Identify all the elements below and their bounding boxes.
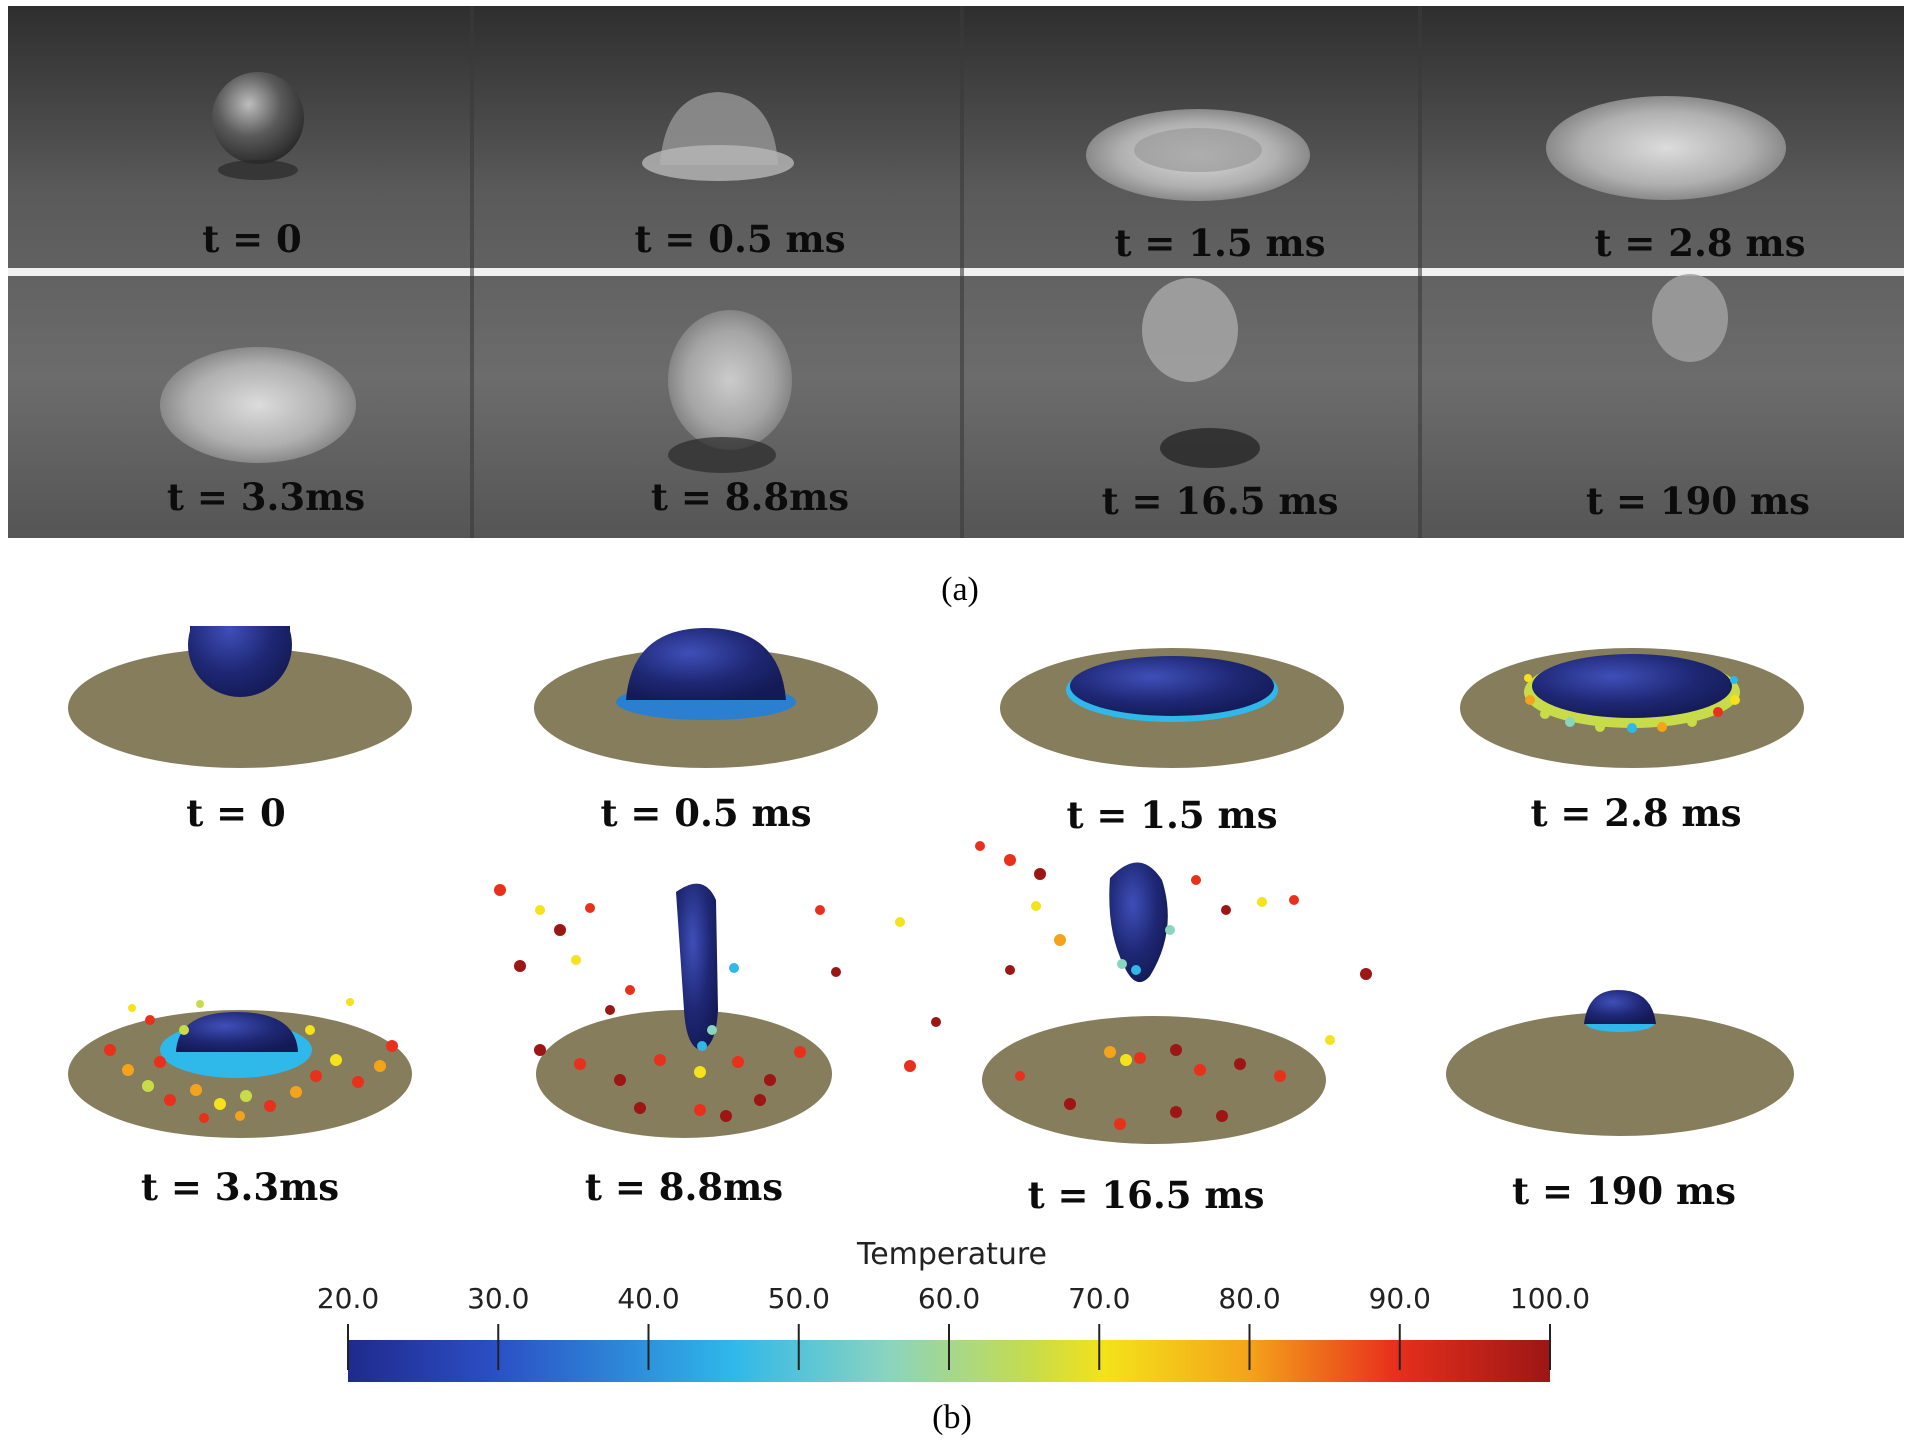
photo-label: t = 0 <box>202 217 302 261</box>
sim-frame-7 <box>975 841 1372 1144</box>
sim-frame-8 <box>1446 990 1794 1136</box>
photo-row-divider <box>8 268 1904 276</box>
colorbar-tick-label: 70.0 <box>1068 1282 1130 1315</box>
photo-frame-3 <box>1086 109 1310 201</box>
colorbar-tick-label: 80.0 <box>1218 1282 1280 1315</box>
sim-droplet <box>1532 654 1732 718</box>
plate <box>1446 1012 1794 1136</box>
sim-label: t = 2.8 ms <box>1530 791 1741 835</box>
real-droplet <box>1652 274 1728 362</box>
sim-droplet <box>676 883 718 1050</box>
plate <box>982 1016 1326 1144</box>
real-droplet <box>1142 278 1238 382</box>
photo-frame-5 <box>160 347 356 463</box>
sim-particles <box>104 998 398 1123</box>
real-droplet <box>212 72 304 164</box>
panel-a: t = 0 t = 0.5 ms t = 1.5 ms t = 2.8 ms t… <box>8 6 1904 538</box>
real-splash <box>668 310 792 450</box>
sim-particles <box>975 841 1372 1130</box>
sim-droplet <box>1070 656 1274 716</box>
colorbar-tick-label: 40.0 <box>617 1282 679 1315</box>
colorbar-tick-label: 20.0 <box>317 1282 379 1315</box>
sim-frame-3 <box>1000 648 1344 768</box>
photo-frame-1 <box>212 72 304 180</box>
colorbar-tick-label: 100.0 <box>1510 1282 1590 1315</box>
sim-particles <box>494 884 941 1122</box>
plate <box>68 648 412 768</box>
panel-a-caption: (a) <box>941 571 979 608</box>
panel-b: t = 0 t = 0.5 ms t = 1.5 ms t = 2.8 ms t… <box>68 560 1804 1217</box>
photo-frame-4 <box>1546 96 1786 200</box>
photo-label: t = 8.8ms <box>651 475 849 519</box>
sim-frame-6 <box>494 883 941 1138</box>
colorbar-tick-label: 60.0 <box>918 1282 980 1315</box>
sim-droplet <box>176 1012 298 1052</box>
sim-particles <box>1524 674 1740 733</box>
sim-droplet <box>1109 862 1168 983</box>
panel-b-caption: (b) <box>932 1399 972 1436</box>
sim-label: t = 190 ms <box>1512 1169 1736 1213</box>
colorbar-ticks: 20.0 30.0 40.0 50.0 60.0 70.0 80.0 90.0 100.0 <box>317 1282 1590 1370</box>
sim-label: t = 1.5 ms <box>1066 793 1277 837</box>
sim-label: t = 0.5 ms <box>600 791 811 835</box>
sim-frame-4 <box>1460 648 1804 768</box>
photo-frame-8 <box>1652 274 1728 362</box>
photo-label: t = 190 ms <box>1586 479 1810 523</box>
photo-label: t = 1.5 ms <box>1114 221 1325 265</box>
sim-frame-1 <box>68 560 412 768</box>
photo-frame-6 <box>668 310 792 473</box>
photo-frame-7 <box>1142 278 1260 468</box>
real-splash <box>160 347 356 463</box>
colorbar: Temperature 20.0 30.0 40.0 50.0 60.0 70.0 80.0… <box>317 1237 1590 1382</box>
sim-frame-5 <box>68 998 412 1138</box>
sim-label: t = 16.5 ms <box>1028 1173 1265 1217</box>
colorbar-tick-label: 30.0 <box>467 1282 529 1315</box>
photo-label: t = 16.5 ms <box>1102 479 1339 523</box>
sim-droplet <box>1584 990 1656 1024</box>
colorbar-tick-label: 90.0 <box>1369 1282 1431 1315</box>
sim-label: t = 3.3ms <box>141 1165 339 1209</box>
photo-frame-2 <box>642 92 794 181</box>
colorbar-title: Temperature <box>856 1237 1047 1272</box>
sim-frame-2 <box>534 628 878 768</box>
photo-label: t = 0.5 ms <box>634 217 845 261</box>
colorbar-tick-label: 50.0 <box>768 1282 830 1315</box>
sim-label: t = 0 <box>186 791 286 835</box>
sim-label: t = 8.8ms <box>585 1165 783 1209</box>
real-splash <box>1546 96 1786 200</box>
sim-droplet <box>626 628 786 700</box>
photo-label: t = 2.8 ms <box>1594 221 1805 265</box>
photo-label: t = 3.3ms <box>167 475 365 519</box>
plate <box>536 1010 832 1138</box>
